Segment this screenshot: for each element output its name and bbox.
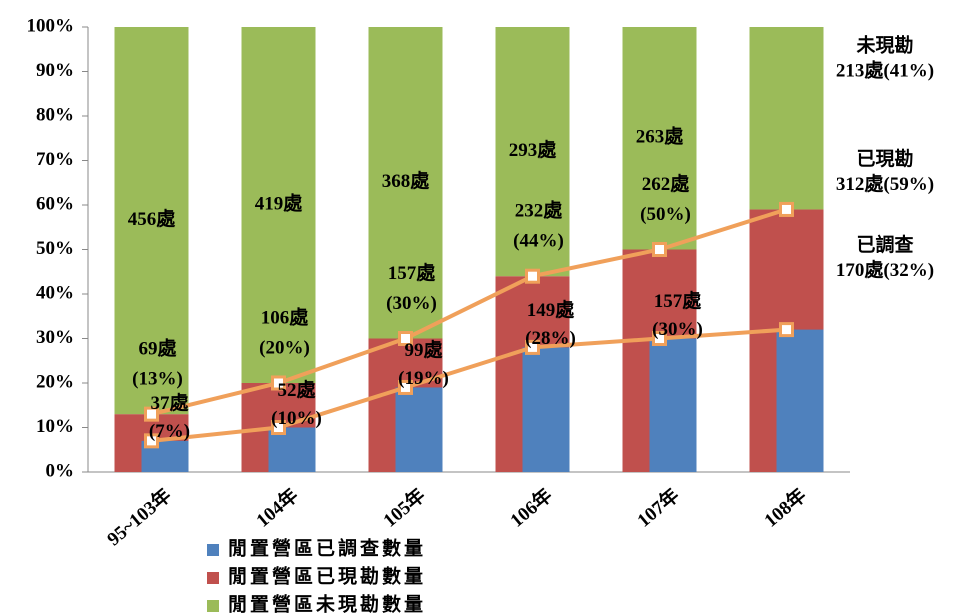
x-tick-label: 104年 [251,484,302,532]
data-label: 263處 [636,126,685,148]
data-label: 157處 [654,290,703,312]
data-label: 232處 [515,200,564,222]
data-label: 312處(59%) [836,173,934,195]
line-marker [144,406,159,422]
y-tick-label: 40% [36,282,74,303]
y-tick-label: 50% [36,238,74,259]
line-marker [779,201,794,217]
legend-swatch [207,572,219,584]
y-tick-label: 70% [36,149,74,170]
data-label: 106處 [261,306,310,328]
x-tick-label: 95~103年 [102,484,175,551]
data-label: (30%) [652,319,703,340]
data-label: (28%) [525,328,576,349]
data-label: 52處 [277,379,316,401]
data-label: (7%) [149,421,190,442]
line-marker [779,322,794,338]
legend-label: 閒置營區已調查數量 [228,536,426,559]
y-tick-label: 20% [36,371,74,392]
bar-segment [622,27,697,250]
y-tick-label: 10% [36,416,74,437]
x-tick-label: 106年 [505,484,556,532]
line-marker [525,339,540,355]
y-tick-label: 90% [36,60,74,81]
bar-segment [495,27,570,277]
y-tick-label: 80% [36,104,74,125]
data-label: (10%) [271,408,322,429]
data-label: 213處(41%) [836,59,934,81]
data-label: 293處 [509,139,558,161]
data-label: 69處 [138,338,177,360]
x-tick-label: 105年 [378,484,429,532]
bar-segment [749,27,824,210]
line-marker [398,379,413,395]
data-label: (50%) [640,204,691,225]
legend-label: 閒置營區已現勘數量 [228,564,426,587]
data-label: (20%) [259,337,310,358]
data-label: 368處 [382,170,431,192]
data-label: (30%) [386,293,437,314]
line-marker [271,375,286,391]
bar-segment [241,27,316,383]
data-label: (13%) [132,369,183,390]
bar-segment [395,387,443,472]
bar-segment [522,347,570,472]
data-label: 456處 [128,208,177,230]
bar-segment [649,338,697,472]
trend-line [151,207,788,417]
trend-line [151,327,787,443]
bar-segment [114,27,189,415]
y-tick-label: 0% [46,460,75,481]
data-label: 99處 [404,339,443,361]
bar-segment [776,329,824,472]
legend-swatch [207,600,219,612]
line-marker [144,433,159,449]
legend-label: 閒置營區未現勘數量 [228,592,426,615]
bar-segment [368,27,443,339]
data-label: 157處 [388,262,437,284]
x-tick-label: 107年 [632,484,683,532]
x-tick-label: 108年 [759,484,810,532]
line-marker [271,420,286,435]
line-marker [525,268,540,284]
data-label: 170處(32%) [836,259,934,281]
y-tick-label: 30% [36,327,74,348]
data-label: (19%) [398,368,449,389]
line-marker [652,242,667,257]
annotation: 未現勘 [855,33,913,56]
data-label: 149處 [527,299,576,321]
data-label: 37處 [150,392,189,414]
data-label: (44%) [513,231,564,252]
annotation: 已調查 [856,233,914,256]
data-label: 262處 [642,173,691,195]
y-tick-label: 60% [36,193,74,214]
line-marker [652,331,667,346]
line-marker [398,331,413,346]
y-tick-label: 100% [27,15,75,36]
annotation: 已現勘 [856,147,913,170]
data-label: 419處 [255,192,304,214]
legend-swatch [207,544,219,556]
